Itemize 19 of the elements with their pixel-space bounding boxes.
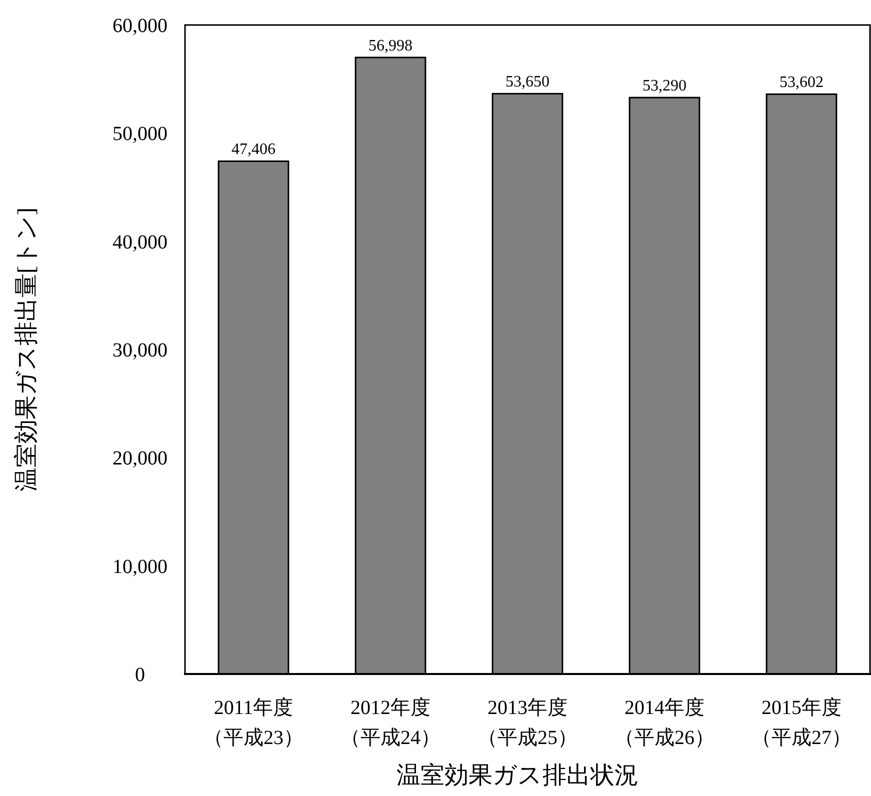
y-tick-label: 10,000	[112, 556, 168, 578]
y-tick-label: 50,000	[112, 123, 168, 146]
data-label: 47,406	[232, 141, 276, 158]
y-tick-label: 60,000	[112, 15, 168, 37]
data-label: 53,290	[642, 78, 686, 95]
x-tick-label: 2012年度（平成24）	[340, 696, 442, 751]
x-tick-label: 2013年度（平成25）	[476, 696, 578, 751]
x-tick-label: 2015年度（平成27）	[750, 696, 852, 751]
y-tick-label: 0	[135, 664, 145, 686]
y-tick-label: 20,000	[112, 448, 168, 470]
y-tick-label: 30,000	[112, 340, 168, 362]
y-tick-label: 40,000	[112, 231, 168, 254]
x-tick-label: 2014年度（平成26）	[614, 696, 716, 751]
y-axis-title: 温室効果ガス排出量[トン]	[13, 208, 40, 492]
data-label: 53,602	[780, 74, 824, 92]
x-tick-label: 2011年度（平成23）	[202, 696, 304, 751]
data-label: 53,650	[506, 74, 550, 91]
x-axis-title: 温室効果ガス排出状況	[396, 762, 638, 789]
data-label: 56,998	[368, 37, 412, 54]
